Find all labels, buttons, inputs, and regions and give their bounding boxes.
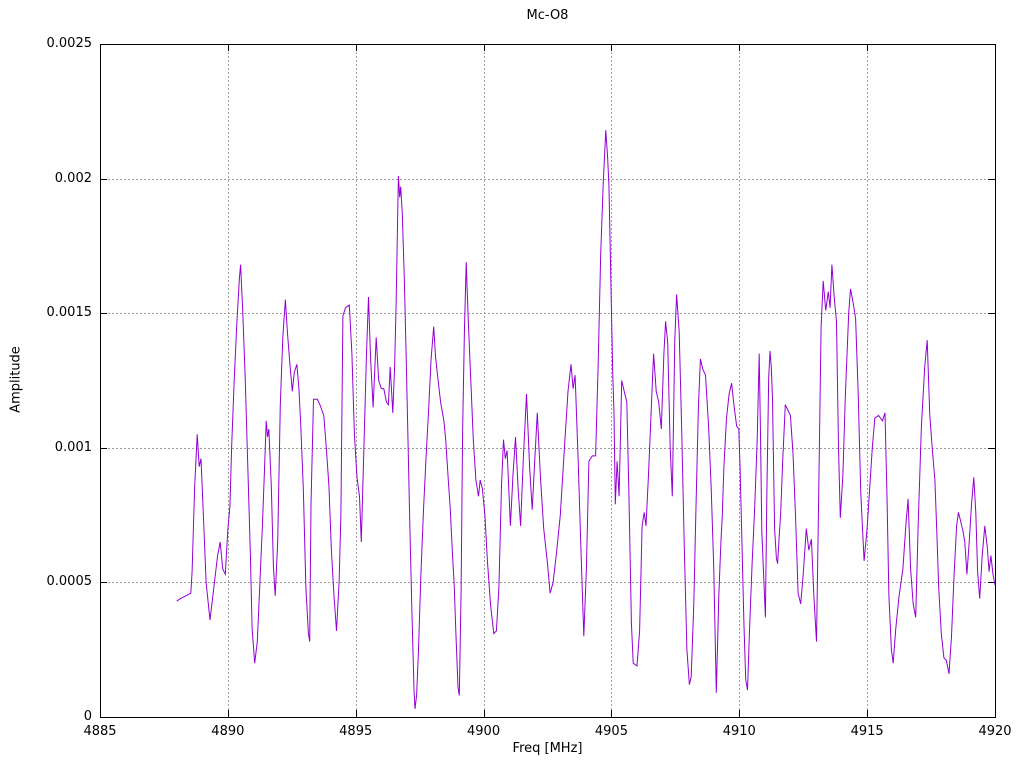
x-tick-label: 4915 bbox=[850, 724, 884, 739]
plot-border bbox=[100, 44, 996, 718]
x-tick-label: 4890 bbox=[211, 724, 245, 739]
y-tick-label: 0.001 bbox=[54, 439, 92, 455]
y-axis-label: Amplitude bbox=[8, 346, 24, 413]
x-tick-label: 4905 bbox=[594, 724, 628, 739]
y-tick-label: 0 bbox=[83, 709, 92, 724]
y-tick-label: 0.002 bbox=[54, 170, 92, 186]
data-line bbox=[176, 130, 996, 709]
x-axis-label: Freq [MHz] bbox=[512, 741, 583, 756]
chart-title: Mc-O8 bbox=[526, 8, 569, 23]
y-tick-label: 0.0015 bbox=[46, 305, 93, 321]
x-tick-label: 4910 bbox=[722, 724, 756, 739]
x-tick-label: 4900 bbox=[467, 724, 501, 739]
x-tick-label: 4920 bbox=[978, 724, 1012, 739]
y-tick-label: 0.0025 bbox=[46, 36, 93, 51]
y-tick-label: 0.0005 bbox=[46, 574, 93, 590]
x-tick-label: 4885 bbox=[83, 724, 117, 739]
x-tick-label: 4895 bbox=[339, 724, 373, 739]
